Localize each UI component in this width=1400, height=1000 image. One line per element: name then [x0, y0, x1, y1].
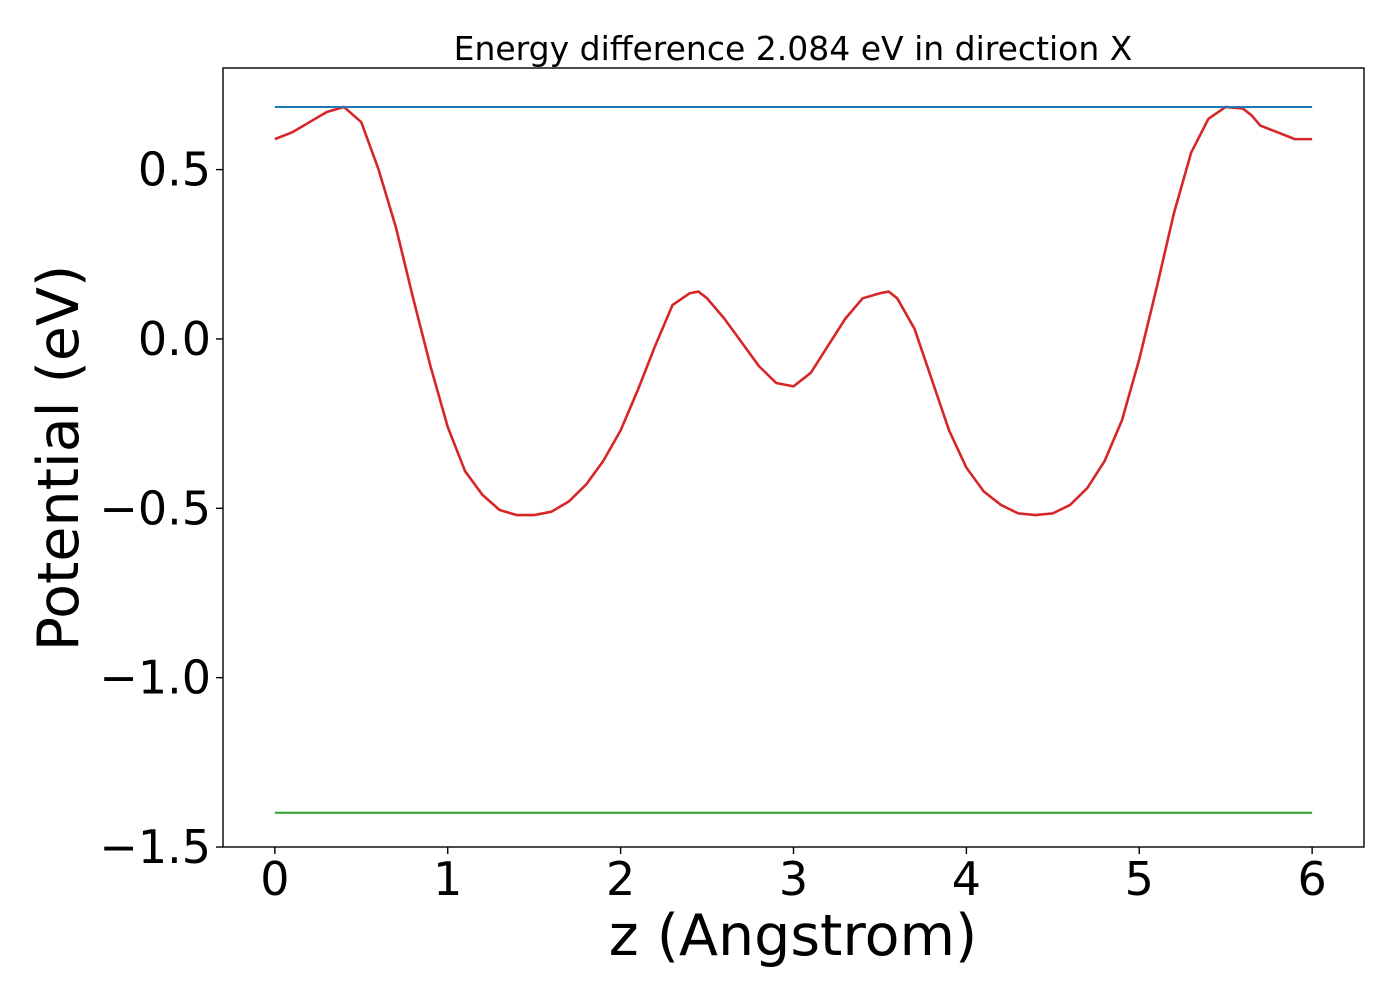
- chart-title: Energy difference 2.084 eV in direction …: [454, 29, 1133, 68]
- y-tick-label: 0.5: [138, 143, 211, 197]
- plot-frame: [222, 67, 1365, 848]
- y-tick-label: −0.5: [99, 481, 211, 535]
- x-tick-label: 2: [606, 852, 635, 906]
- x-axis: 0 1 2 3 4 5 6: [260, 847, 1327, 906]
- x-tick-label: 0: [260, 852, 289, 906]
- y-tick-label: −1.5: [99, 820, 211, 874]
- x-tick-label: 4: [952, 852, 981, 906]
- y-axis: 0.5 0.0 −0.5 −1.0 −1.5: [99, 143, 223, 874]
- x-axis-label: z (Angstrom): [609, 903, 977, 969]
- x-tick-label: 1: [433, 852, 462, 906]
- y-axis-label: Potential (eV): [26, 265, 92, 651]
- x-tick-label: 6: [1297, 852, 1326, 906]
- x-tick-label: 5: [1125, 852, 1154, 906]
- y-tick-label: 0.0: [138, 312, 211, 366]
- y-tick-label: −1.0: [99, 651, 211, 705]
- x-tick-label: 3: [779, 852, 808, 906]
- series-line-1: [274, 105, 1313, 517]
- series-layer: [274, 105, 1313, 814]
